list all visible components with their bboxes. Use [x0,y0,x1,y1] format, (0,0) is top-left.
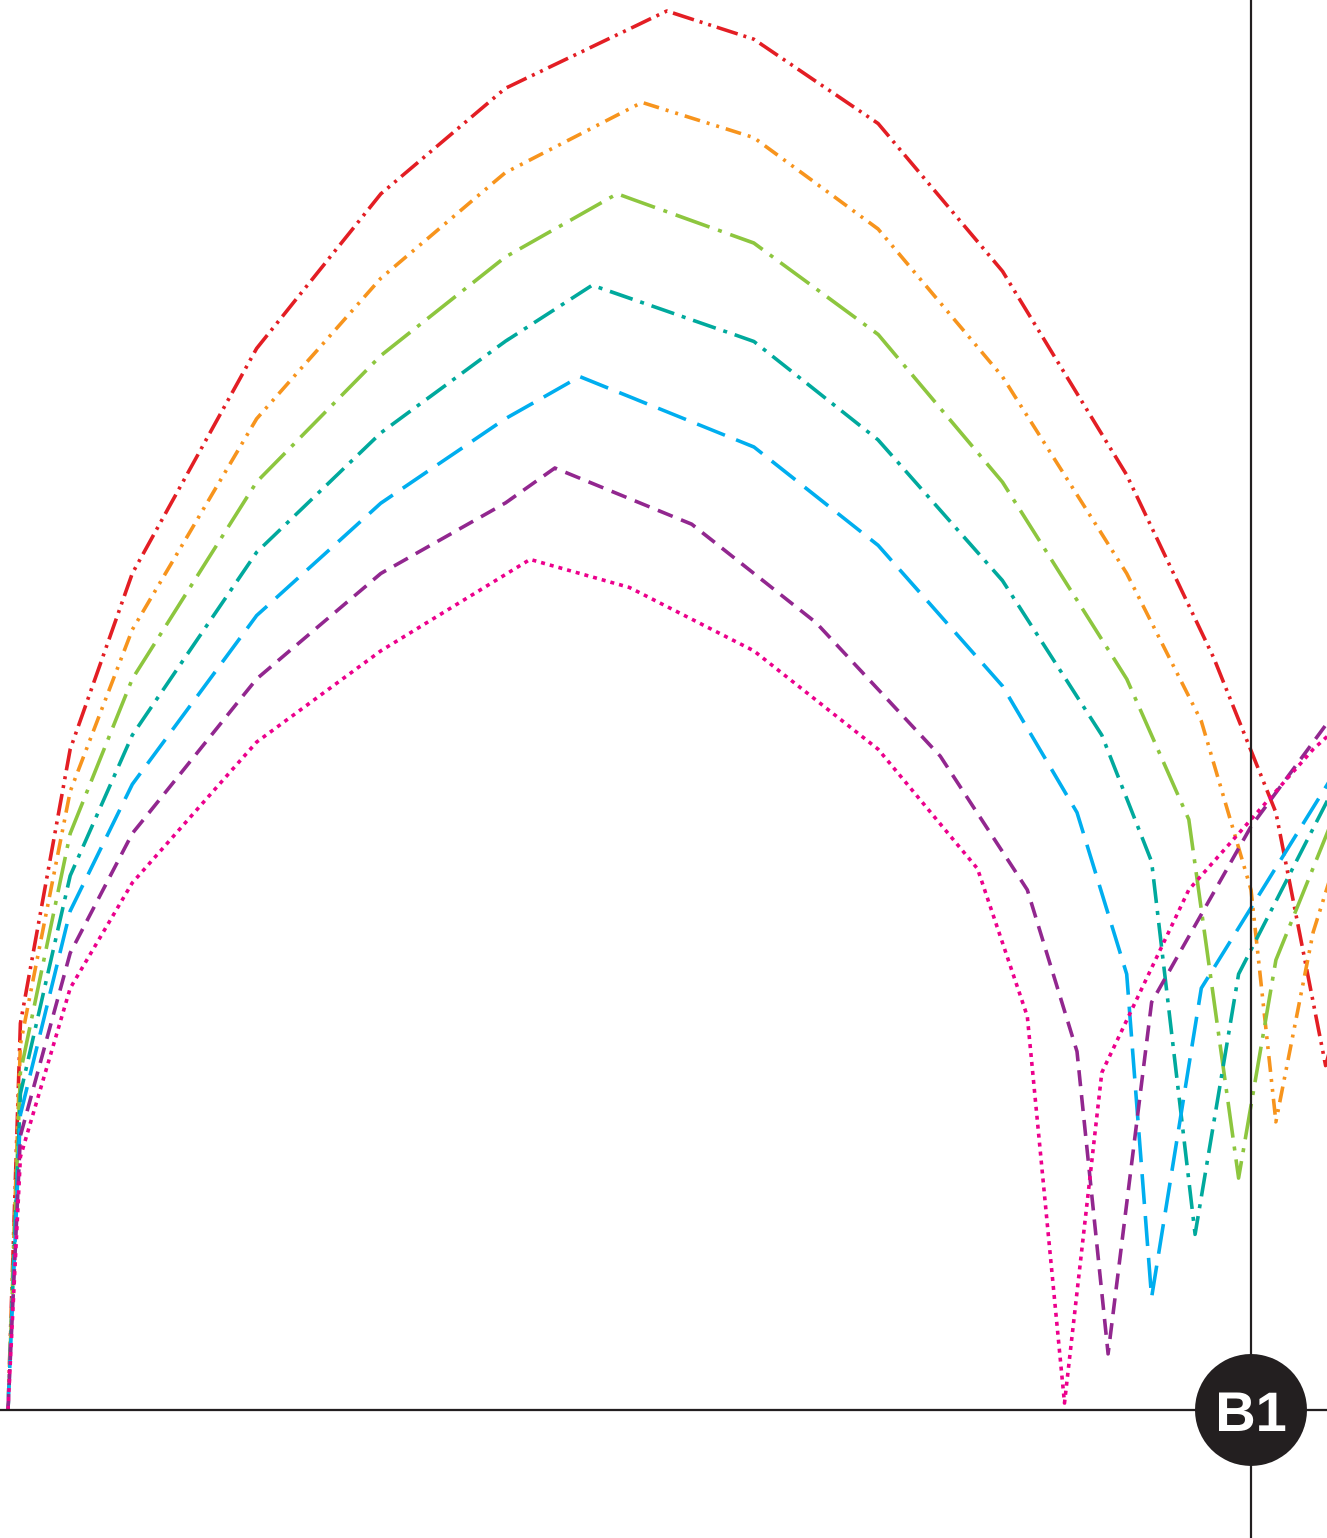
badge-label: B1 [1215,1380,1287,1443]
series-line-1 [6,9,1327,1411]
series-line-5 [6,374,1327,1411]
series-line-4 [6,283,1327,1411]
series-layer [6,9,1327,1411]
series-line-2 [6,100,1327,1411]
series-line-6 [6,466,1327,1411]
series-line-7 [6,557,1327,1411]
series-line-3 [6,192,1327,1411]
badge-circle [1195,1354,1307,1466]
b1-badge: B1 [1195,1354,1307,1466]
